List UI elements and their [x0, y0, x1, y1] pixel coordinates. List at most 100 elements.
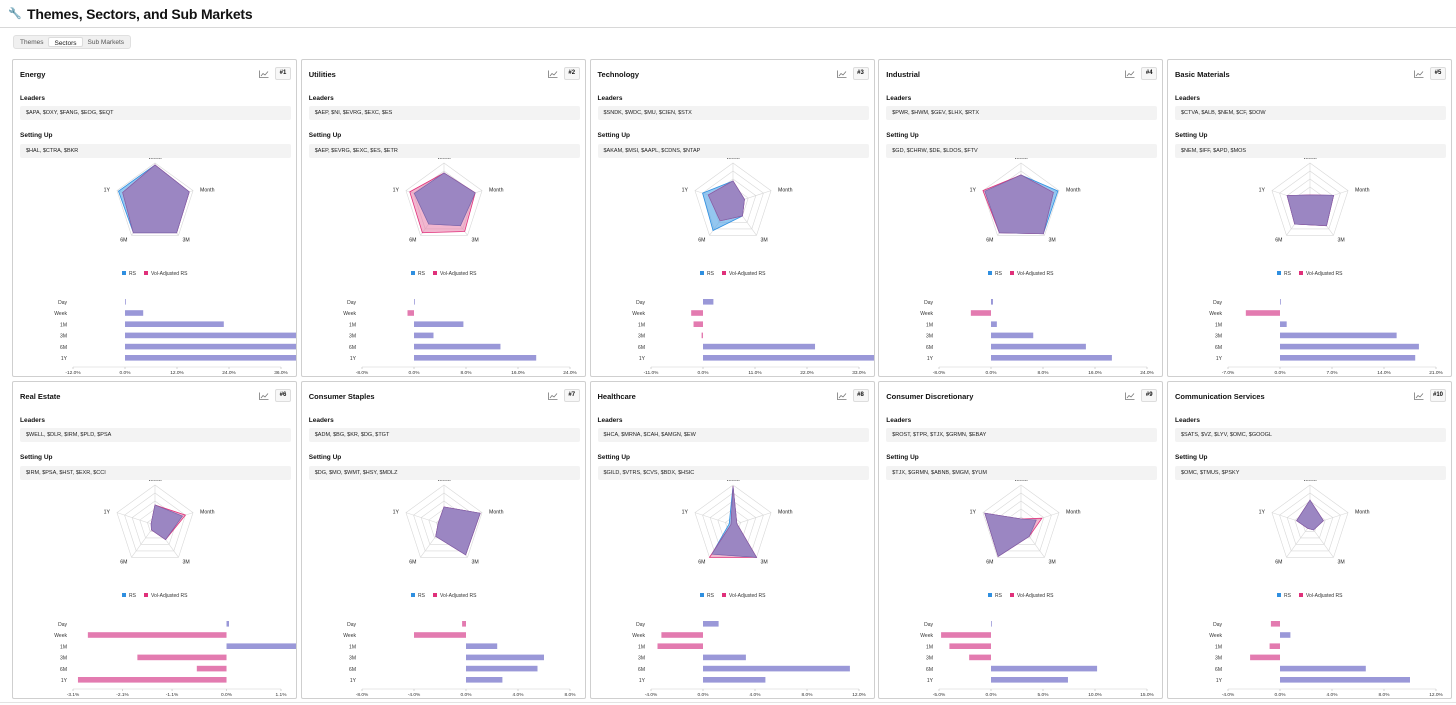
tab-themes[interactable]: Themes	[20, 39, 44, 46]
bar-1y	[413, 355, 536, 361]
legend-label-rs[interactable]: RS	[418, 593, 426, 599]
bar-category-label: Week	[921, 311, 934, 317]
radar-grid-ring	[694, 162, 771, 236]
sector-card-communication-services: Communication Services #10 Leaders $SATS…	[1167, 381, 1452, 699]
radar-axis-label: Month	[1355, 510, 1370, 516]
app-header: 🔧 Themes, Sectors, and Sub Markets	[0, 0, 1456, 28]
bar-1m	[1280, 321, 1287, 327]
page-title: Themes, Sectors, and Sub Markets	[27, 5, 253, 22]
radar-axis-label: 1Y	[392, 510, 399, 516]
line-chart-icon[interactable]	[836, 70, 847, 78]
setting-up-tickers: $NEM, $IFF, $APD, $MOS	[1175, 144, 1446, 158]
rank-badge: #7	[563, 389, 580, 402]
line-chart-icon[interactable]	[259, 70, 269, 78]
radar-grid-ring	[1279, 492, 1341, 552]
bar-week	[125, 310, 144, 316]
line-chart-icon[interactable]	[259, 392, 269, 400]
legend-label-rs[interactable]: RS	[1284, 593, 1292, 599]
line-chart-icon[interactable]	[1125, 70, 1135, 78]
legend-label-rs[interactable]: RS	[1284, 271, 1292, 277]
bar-1m	[226, 643, 296, 649]
radar-axis-label: Week	[148, 158, 162, 161]
bar-category-label: Week	[1209, 311, 1222, 317]
bar-3m	[969, 654, 992, 661]
line-chart-icon[interactable]	[1414, 70, 1424, 78]
card-title: Industrial	[886, 70, 921, 79]
legend-label-vol-adjusted[interactable]: Vol-Adjusted RS	[151, 593, 188, 599]
bar-day	[702, 299, 713, 305]
radar-grid-ring	[1271, 484, 1349, 558]
radar-axis-label: Week	[437, 158, 451, 161]
bar-x-tick-label: 0.0%	[986, 692, 998, 698]
leaders-tickers: $PWR, $HWM, $GEV, $LHX, $RTX	[886, 106, 1158, 120]
bar-category-label: 1M	[638, 322, 645, 328]
legend-label-vol-adjusted[interactable]: Vol-Adjusted RS	[1306, 593, 1343, 599]
bar-1y	[702, 677, 765, 683]
radar-axis-label: Month	[489, 510, 504, 516]
radar-axis-label: Month	[1066, 510, 1081, 516]
legend-label-rs[interactable]: RS	[707, 593, 715, 599]
tab-sub-markets[interactable]: Sub Markets	[87, 39, 125, 46]
tab-sectors[interactable]: Sectors	[48, 37, 83, 47]
legend-label-rs[interactable]: RS	[418, 271, 426, 277]
leaders-tickers: $APA, $OXY, $FANG, $EOG, $EQT	[20, 106, 291, 120]
bar-1y	[77, 677, 227, 683]
bar-6m	[465, 665, 538, 672]
bar-x-tick-label: 12.0%	[852, 692, 866, 698]
setting-up-label: Setting Up	[886, 454, 919, 461]
radar-overlap	[1286, 194, 1334, 226]
legend-label-vol-adjusted[interactable]: Vol-Adjusted RS	[151, 271, 188, 277]
bar-category-label: 3M	[638, 334, 645, 340]
bar-x-tick-label: 10.0%	[1088, 692, 1102, 698]
bar-category-label: 1Y	[1216, 356, 1223, 362]
leaders-label: Leaders	[308, 417, 334, 424]
legend-swatch-vol-adjusted	[1010, 593, 1015, 597]
line-chart-icon[interactable]	[836, 392, 847, 400]
legend-label-rs[interactable]: RS	[707, 271, 715, 277]
legend-label-rs[interactable]: RS	[129, 271, 137, 277]
radar-axis-label: 1Y	[681, 510, 688, 516]
legend-label-vol-adjusted[interactable]: Vol-Adjusted RS	[440, 271, 477, 277]
line-chart-icon[interactable]	[547, 392, 558, 400]
legend-label-vol-adjusted[interactable]: Vol-Adjusted RS	[729, 271, 766, 277]
leaders-label: Leaders	[886, 95, 912, 102]
bar-category-label: 1Y	[638, 356, 645, 362]
legend-swatch-vol-adjusted	[432, 593, 437, 597]
card-title: Utilities	[308, 70, 336, 79]
legend-label-rs[interactable]: RS	[995, 271, 1003, 277]
bar-category-label: 1M	[1215, 322, 1222, 328]
line-chart-icon[interactable]	[1125, 392, 1135, 400]
bar-category-label: 3M	[926, 656, 933, 662]
bar-1y	[991, 355, 1113, 361]
legend-swatch-vol-adjusted	[432, 271, 437, 275]
bar-week	[660, 632, 703, 638]
sector-chart: Week Month 3M 6M 1Y RS Vol-Adjusted RS Day Week 1…	[1209, 158, 1443, 376]
radar-grid-ring	[1294, 508, 1326, 539]
bar-category-label: Day	[1213, 622, 1222, 628]
bar-1m	[657, 643, 703, 649]
bar-x-tick-label: 11.0%	[748, 370, 762, 376]
radar-grid-ring	[982, 162, 1060, 236]
legend-label-rs[interactable]: RS	[995, 593, 1003, 599]
bar-category-label: 1Y	[350, 356, 357, 362]
sector-card-consumer-staples: Consumer Staples #7 Leaders $ADM, $BG, $…	[300, 381, 586, 699]
legend-swatch-vol-adjusted	[1010, 271, 1015, 275]
legend-label-vol-adjusted[interactable]: Vol-Adjusted RS	[729, 593, 766, 599]
bar-day	[461, 621, 466, 627]
sector-card-energy: Energy #1 Leaders $APA, $OXY, $FANG, $EO…	[12, 59, 297, 377]
card-title: Basic Materials	[1175, 70, 1230, 79]
line-chart-icon[interactable]	[1414, 392, 1424, 400]
bar-6m	[196, 665, 227, 672]
line-chart-icon[interactable]	[547, 70, 558, 78]
bar-x-tick-label: 0.0%	[697, 370, 709, 376]
bar-x-tick-label: 24.0%	[222, 370, 236, 376]
setting-up-label: Setting Up	[308, 132, 342, 139]
legend-label-vol-adjusted[interactable]: Vol-Adjusted RS	[440, 593, 477, 599]
legend-label-rs[interactable]: RS	[129, 593, 137, 599]
bar-day	[413, 299, 415, 305]
bar-category-label: Week	[54, 633, 67, 639]
legend-label-vol-adjusted[interactable]: Vol-Adjusted RS	[1017, 593, 1054, 599]
footer-divider	[0, 702, 1456, 703]
legend-label-vol-adjusted[interactable]: Vol-Adjusted RS	[1017, 271, 1054, 277]
legend-label-vol-adjusted[interactable]: Vol-Adjusted RS	[1306, 271, 1343, 277]
